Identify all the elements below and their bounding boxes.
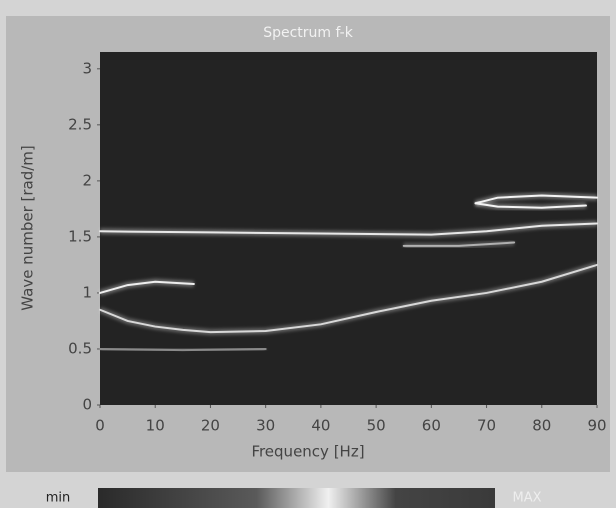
y-tick-label: 2 <box>82 171 92 189</box>
y-axis-label: Wave number [rad/m] <box>19 145 37 311</box>
y-tick-label: 2.5 <box>68 115 92 133</box>
colorbar <box>98 488 495 508</box>
spectrum-ridge <box>99 222 598 236</box>
spectrum-ridge <box>474 202 587 209</box>
colorbar-max-label: MAX <box>512 491 541 506</box>
y-tick-label: 3 <box>82 59 92 77</box>
x-tick-label: 60 <box>422 417 441 435</box>
spectrum-ridge <box>474 194 598 205</box>
spectrum-ridge <box>402 241 516 247</box>
spectrum-ridge <box>99 263 598 334</box>
x-axis-label: Frequency [Hz] <box>251 443 364 461</box>
x-tick-label: 90 <box>587 417 606 435</box>
x-tick-label: 70 <box>477 417 496 435</box>
x-tick-label: 0 <box>95 417 105 435</box>
y-tick-label: 1 <box>82 283 92 301</box>
spectrum-ridge <box>99 347 267 352</box>
colorbar-min-label: min <box>46 491 71 506</box>
x-tick-label: 80 <box>532 417 551 435</box>
y-tick-label: 0 <box>82 396 92 414</box>
x-tick-label: 20 <box>201 417 220 435</box>
x-tick-label: 10 <box>146 417 165 435</box>
x-tick-label: 50 <box>367 417 386 435</box>
x-tick-label: 30 <box>256 417 275 435</box>
y-tick-label: 1.5 <box>68 227 92 245</box>
spectrum-ridge <box>99 280 195 294</box>
y-tick-label: 0.5 <box>68 339 92 357</box>
chart-title: Spectrum f-k <box>263 25 354 41</box>
x-tick-label: 40 <box>311 417 330 435</box>
